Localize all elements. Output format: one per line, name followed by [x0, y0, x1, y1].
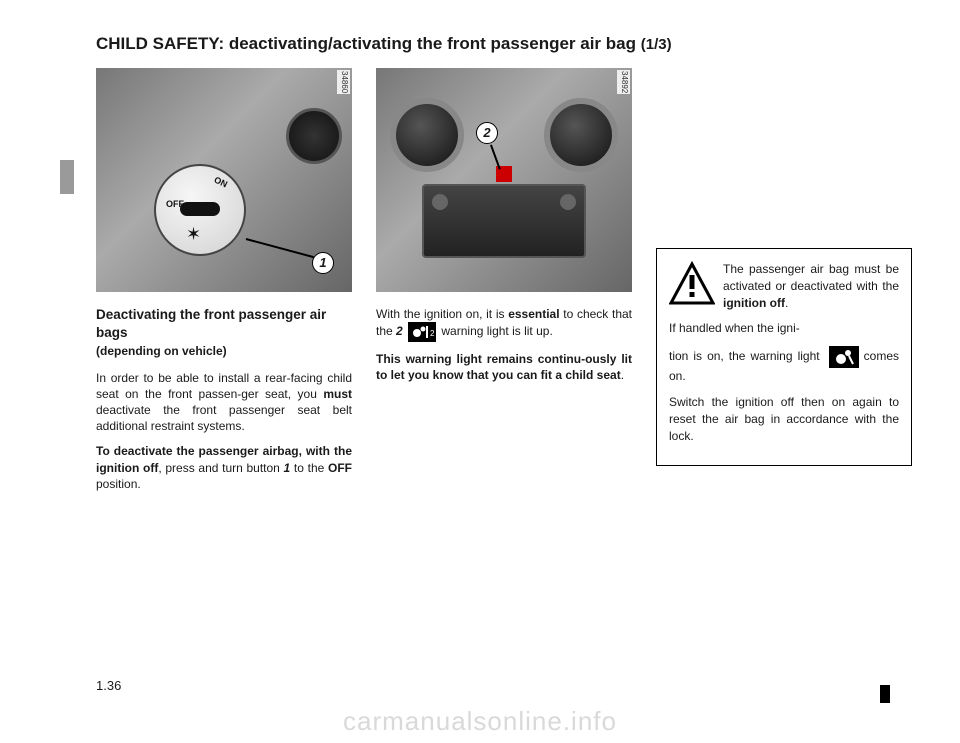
section-tab: [60, 160, 74, 194]
airbag-warning-icon: [829, 346, 859, 368]
figure-dashboard: 34892 2: [376, 68, 632, 292]
callout-2: 2: [476, 122, 498, 144]
text: to the: [290, 461, 328, 475]
crop-mark: [880, 685, 890, 703]
warning-box: The passenger air bag must be activated …: [656, 248, 912, 466]
text: position.: [96, 477, 141, 491]
text: .: [785, 296, 788, 310]
ref-number: 2: [396, 324, 403, 338]
section-subheading: (depending on vehicle): [96, 343, 352, 359]
figure-code: 34892: [617, 70, 630, 94]
text-bold: must: [323, 387, 352, 401]
paragraph: In order to be able to install a rear-fa…: [96, 370, 352, 435]
warning-paragraph: tion is on, the warning light comes on.: [669, 346, 899, 385]
text-bold: This warning light remains continu-ously…: [376, 352, 632, 382]
svg-text:2: 2: [430, 329, 435, 338]
paragraph: This warning light remains continu-ously…: [376, 351, 632, 383]
content-columns: 34860 ON OFF ✶ 1 Deactivating the front …: [96, 68, 916, 501]
label-off: OFF: [166, 198, 184, 210]
text: , press and turn button: [158, 461, 283, 475]
airbag-off-warning-icon: 2: [408, 322, 436, 342]
paragraph: To deactivate the passenger airbag, with…: [96, 443, 352, 492]
text: In order to be able to install a rear-fa…: [96, 371, 352, 401]
column-middle: 34892 2 With the ignition on, it is esse…: [376, 68, 632, 501]
text: deactivate the front passenger seat belt…: [96, 403, 352, 433]
text: tion is on, the warning light: [669, 349, 825, 363]
text-bold: essential: [508, 307, 559, 321]
callout-1: 1: [312, 252, 334, 274]
title-part: (1/3): [641, 36, 672, 53]
text-bold: OFF: [328, 461, 352, 475]
page-number: 1.36: [96, 678, 121, 693]
vent-right-icon: [544, 98, 618, 172]
figure-code: 34860: [337, 70, 350, 94]
section-heading: Deactivating the front passenger air bag…: [96, 306, 352, 342]
column-right: The passenger air bag must be activated …: [656, 68, 912, 501]
airbag-icon: ✶: [186, 222, 201, 246]
text: If handled when the igni-: [669, 321, 800, 335]
text: warning light is lit up.: [441, 324, 552, 338]
leader-line-2: [490, 140, 512, 169]
warning-paragraph: Switch the ignition off then on again to…: [669, 394, 899, 444]
text-bold: ignition off: [723, 296, 785, 310]
dashboard-vent-icon: [286, 108, 342, 164]
paragraph: With the ignition on, it is essential to…: [376, 306, 632, 342]
radio-unit-icon: [422, 184, 586, 258]
column-left: 34860 ON OFF ✶ 1 Deactivating the front …: [96, 68, 352, 501]
figure-airbag-switch: 34860 ON OFF ✶ 1: [96, 68, 352, 292]
watermark: carmanualsonline.info: [0, 706, 960, 737]
page-title: CHILD SAFETY: deactivating/activating th…: [96, 34, 920, 54]
vent-left-icon: [390, 98, 464, 172]
warning-paragraph: If handled when the igni-: [669, 320, 899, 337]
title-main: CHILD SAFETY: deactivating/activating th…: [96, 34, 636, 53]
warning-triangle-icon: [669, 261, 715, 307]
text: With the ignition on, it is: [376, 307, 508, 321]
leader-line-1: [246, 238, 314, 258]
text: The passenger air bag must be activated …: [723, 262, 899, 293]
airbag-switch-slot: [180, 202, 220, 216]
text: .: [621, 368, 624, 382]
